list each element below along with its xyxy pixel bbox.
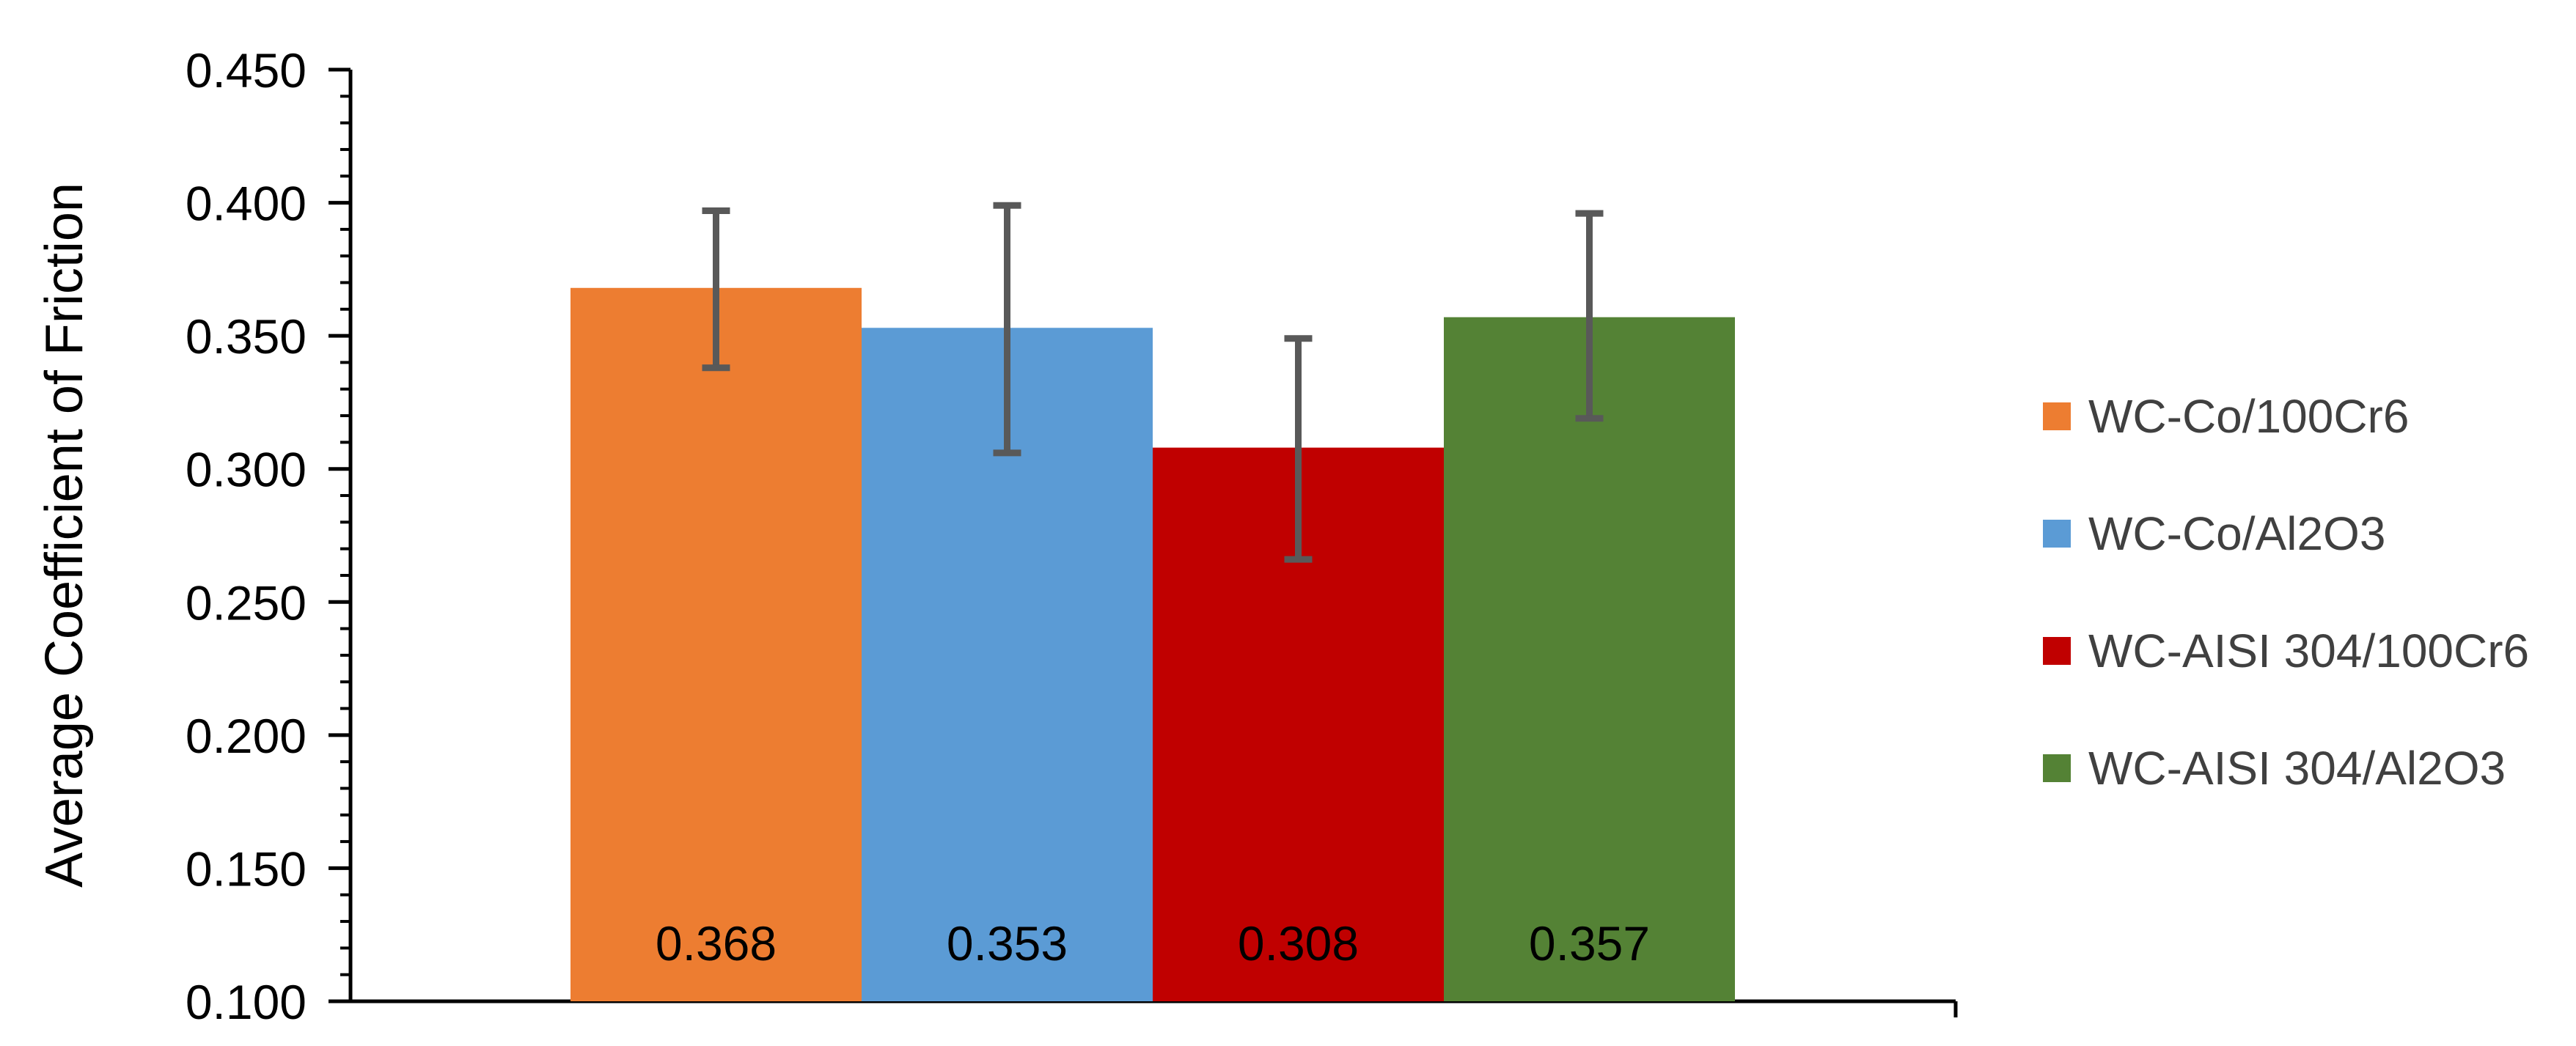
legend-swatch	[2043, 520, 2071, 548]
data-label: 0.353	[947, 916, 1068, 971]
y-tick-label: 0.100	[186, 975, 307, 1029]
y-tick-label: 0.200	[186, 709, 307, 763]
y-tick-label: 0.350	[186, 309, 307, 364]
legend-label: WC-AISI 304/Al2O3	[2088, 742, 2506, 795]
data-label: 0.357	[1529, 916, 1650, 971]
bar	[570, 287, 862, 1002]
bar	[1444, 317, 1735, 1001]
legend-swatch	[2043, 637, 2071, 665]
y-axis-title: Average Coefficient of Friction	[35, 183, 94, 888]
y-tick-label: 0.300	[186, 443, 307, 497]
y-axis: 0.100 0.150 0.200 0.250 0.300 0.350 0.400 0.450	[186, 43, 353, 1029]
y-tick-label: 0.450	[186, 43, 307, 97]
legend-swatch	[2043, 402, 2071, 430]
data-labels: 0.368 0.353 0.308 0.357	[656, 916, 1650, 971]
y-tick-label: 0.400	[186, 177, 307, 231]
legend-label: WC-Co/Al2O3	[2088, 507, 2385, 560]
legend: WC-Co/100Cr6 WC-Co/Al2O3 WC-AISI 304/100Cr…	[2043, 390, 2529, 795]
y-tick-label: 0.150	[186, 841, 307, 896]
error-bars	[702, 202, 1604, 563]
y-ticks: 0.100 0.150 0.200 0.250 0.300 0.350 0.400 0.450	[186, 43, 351, 1029]
legend-label: WC-AISI 304/100Cr6	[2088, 625, 2529, 677]
legend-swatch	[2043, 754, 2071, 782]
y-tick-label: 0.250	[186, 575, 307, 630]
legend-label: WC-Co/100Cr6	[2088, 390, 2409, 443]
data-label: 0.308	[1238, 916, 1359, 971]
data-label: 0.368	[656, 916, 777, 971]
bars	[570, 287, 1735, 1002]
